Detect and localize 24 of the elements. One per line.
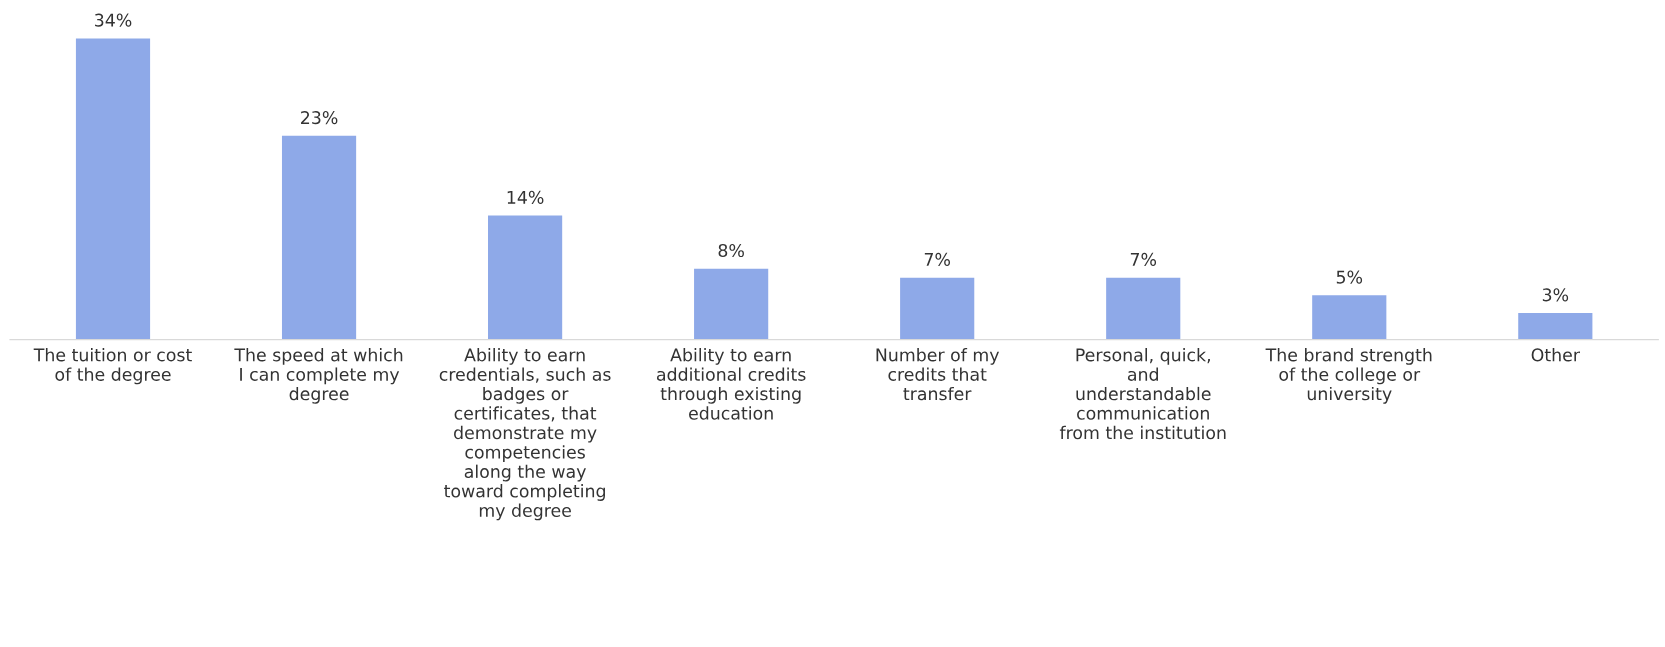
- bar: [694, 268, 769, 340]
- x-tick-label: Ability to earn additional credits through existing education: [656, 348, 806, 420]
- bar: [1106, 277, 1181, 340]
- bar: [1312, 295, 1387, 340]
- x-tick-label: Personal, quick, and understandable communication from the institution: [1059, 348, 1226, 440]
- data-label: 34%: [95, 13, 132, 27]
- category-label: Ability to earn credentials, such as badges or certificates, that demonstrate my competencies along the way toward completing my degree: [439, 348, 611, 521]
- data-label: 7%: [1130, 252, 1157, 266]
- data-label: 7%: [924, 252, 950, 266]
- x-tick-label: Other: [1531, 348, 1580, 362]
- data-label: 3%: [1542, 288, 1569, 302]
- bar: [75, 38, 151, 340]
- x-tick-label: Number of my credits that transfer: [876, 348, 1000, 401]
- bar: [488, 215, 563, 340]
- data-label: 14%: [507, 190, 544, 204]
- x-tick-label: The brand strength of the college or university: [1265, 348, 1432, 404]
- bar: [900, 277, 975, 340]
- x-tick-label: The tuition or cost of the degree: [33, 348, 192, 385]
- data-label: 8%: [718, 243, 744, 258]
- x-tick-label: The speed at which I can complete my degree: [234, 348, 403, 404]
- bar: [1518, 313, 1593, 340]
- data-label: 23%: [301, 111, 338, 125]
- data-label: 5%: [1336, 270, 1363, 284]
- bar: [281, 135, 357, 340]
